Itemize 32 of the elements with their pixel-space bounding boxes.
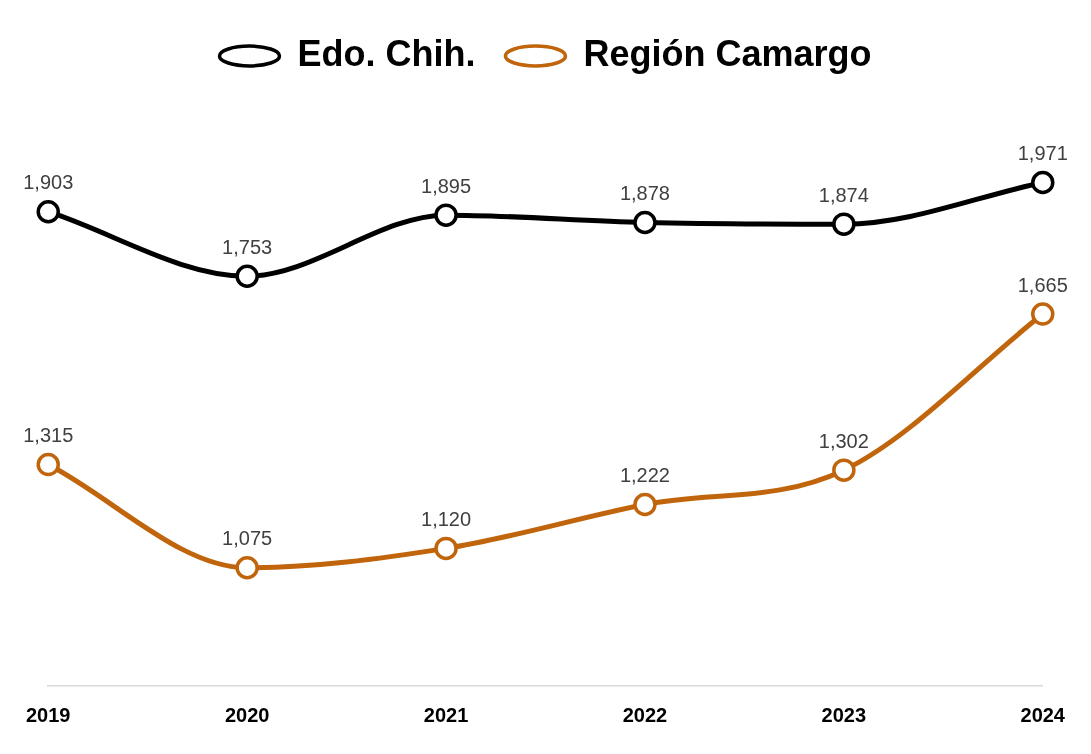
point (434, 536, 458, 561)
point (235, 264, 259, 288)
data-label: 1,315 (23, 424, 74, 447)
data-label: 1,120 (421, 507, 472, 530)
data-label: 1,753 (222, 235, 273, 258)
point (235, 556, 259, 580)
data-label: 1,222 (619, 464, 670, 487)
point (434, 203, 458, 227)
data-label: 1,895 (421, 174, 472, 197)
data-label: 1,878 (619, 181, 670, 204)
legend-label: Edo. Chih. (297, 32, 476, 74)
data-label: 1,665 (1017, 273, 1068, 296)
legend-label: Región Camargo (583, 32, 872, 74)
x-tick-label: 2022 (622, 703, 668, 726)
data-label: 1,075 (222, 527, 273, 550)
x-tick-label: 2023 (821, 703, 867, 726)
x-tick-label: 2020 (224, 703, 270, 726)
point (1031, 170, 1055, 195)
data-label: 1,302 (818, 429, 869, 452)
point (1031, 302, 1055, 326)
x-tick-label: 2019 (26, 703, 71, 726)
data-label: 1,971 (1017, 141, 1068, 164)
point (832, 458, 856, 482)
x-tick-label: 2024 (1020, 703, 1066, 726)
point (633, 492, 657, 517)
point (36, 452, 60, 477)
data-label: 1,874 (818, 183, 869, 206)
x-tick-label: 2021 (423, 703, 469, 726)
data-label: 1,903 (23, 171, 74, 194)
point (832, 212, 856, 236)
point (633, 210, 657, 235)
point (36, 199, 60, 224)
